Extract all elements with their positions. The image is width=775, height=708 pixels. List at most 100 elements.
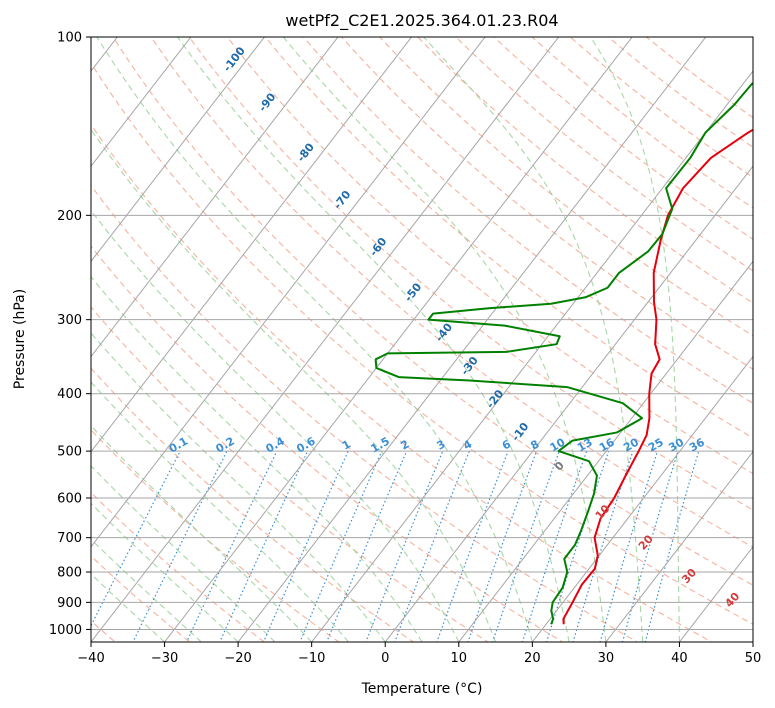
isotherm-line bbox=[384, 165, 753, 642]
x-tick-label: 30 bbox=[598, 651, 615, 666]
isotherm-line bbox=[91, 37, 560, 642]
mixing-ratio-label: 10 bbox=[548, 435, 568, 454]
x-tick-label: 0 bbox=[381, 651, 389, 666]
wetbulb-label: -70 bbox=[331, 188, 354, 212]
mixing-ratio-line bbox=[219, 450, 309, 642]
mixing-ratio-label: 0.6 bbox=[294, 434, 318, 455]
mixing-ratio-line bbox=[599, 450, 659, 642]
isotherm-line bbox=[91, 37, 413, 453]
x-tick-label: −20 bbox=[224, 651, 251, 666]
isobar-grid bbox=[91, 37, 753, 630]
y-tick-label: 600 bbox=[57, 492, 82, 507]
x-axis-label: Temperature (°C) bbox=[361, 681, 483, 697]
dry-adiabat-line bbox=[340, 37, 753, 370]
moist-adiabat-line bbox=[96, 37, 533, 642]
theta-e-label: 0 bbox=[552, 459, 567, 474]
mixing-ratio-label: 1.5 bbox=[368, 435, 391, 456]
moist-adiabat-line bbox=[423, 37, 644, 642]
wetbulb-label: -90 bbox=[256, 90, 279, 114]
y-tick-label: 1000 bbox=[49, 623, 82, 638]
dry-adiabat-line bbox=[91, 491, 266, 642]
x-tick-label: 50 bbox=[745, 651, 762, 666]
mixing-ratio-label: 30 bbox=[666, 435, 686, 454]
mixing-ratio-label: 25 bbox=[646, 436, 666, 455]
mixing-ratio-line bbox=[436, 450, 509, 642]
mixing-ratio-line bbox=[185, 450, 278, 642]
mixing-ratio-line bbox=[299, 450, 383, 642]
plot-frame bbox=[90, 36, 754, 643]
mixing-ratio-label: 8 bbox=[528, 438, 541, 453]
mixing-ratio-line bbox=[545, 450, 610, 642]
dry-adiabat-line bbox=[91, 429, 340, 642]
moist-adiabat-line bbox=[91, 209, 460, 642]
moist-adiabats bbox=[91, 37, 680, 642]
y-tick-label: 700 bbox=[57, 531, 82, 546]
moist-adiabat-line bbox=[91, 538, 202, 642]
dry-adiabat-line bbox=[150, 37, 753, 548]
dry-adiabats bbox=[91, 37, 753, 642]
dry-adiabat-line bbox=[91, 367, 415, 642]
mixing-ratio-label: 13 bbox=[575, 436, 595, 455]
dry-adiabat-line bbox=[302, 37, 753, 404]
dry-adiabat-line bbox=[607, 37, 753, 149]
theta-e-label: 30 bbox=[679, 566, 699, 586]
moist-adiabat-line bbox=[91, 465, 276, 642]
wetbulb-label: -20 bbox=[484, 387, 507, 411]
isotherm-line bbox=[91, 37, 266, 263]
dry-adiabat-line bbox=[493, 37, 753, 240]
x-tick-label: −10 bbox=[298, 651, 325, 666]
mixing-ratio-line bbox=[467, 450, 538, 642]
isotherm-line bbox=[605, 450, 753, 642]
dry-adiabat-line bbox=[188, 37, 753, 511]
dry-adiabat-line bbox=[91, 123, 713, 642]
isotherm-line bbox=[91, 37, 192, 168]
mixing-ratio-line bbox=[644, 450, 700, 642]
x-tick-label: 20 bbox=[524, 651, 541, 666]
dry-adiabat-line bbox=[91, 245, 564, 642]
y-tick-label: 200 bbox=[57, 209, 82, 224]
x-tick-label: −40 bbox=[77, 651, 104, 666]
x-tick-label: 40 bbox=[671, 651, 688, 666]
wetbulb-label: -80 bbox=[295, 140, 318, 164]
moist-adiabat-line bbox=[91, 276, 423, 642]
dry-adiabat-line bbox=[91, 306, 490, 642]
isotherm-line bbox=[0, 10, 65, 654]
isotherm-grid bbox=[0, 10, 753, 654]
mixing-ratio-label: 2 bbox=[398, 438, 411, 453]
moist-adiabat-line bbox=[589, 37, 680, 642]
dry-adiabat-line bbox=[264, 37, 753, 439]
mixing-ratio-label: 16 bbox=[597, 435, 617, 454]
moist-adiabat-line bbox=[282, 37, 607, 642]
dry-adiabat-line bbox=[91, 62, 753, 625]
theta-e-label: 20 bbox=[636, 532, 656, 552]
isotherm-line bbox=[752, 641, 753, 642]
chart-title: wetPf2_C2E1.2025.364.01.23.R04 bbox=[285, 11, 558, 31]
moist-adiabat-line bbox=[177, 37, 570, 642]
y-tick-label: 500 bbox=[57, 445, 82, 460]
mixing-ratio-label: 0.4 bbox=[263, 434, 287, 455]
isotherm-line bbox=[163, 37, 633, 642]
dry-adiabat-line bbox=[91, 184, 639, 642]
mixing-ratio-line bbox=[262, 450, 349, 642]
mixing-ratio-line bbox=[365, 450, 444, 642]
dry-adiabat-line bbox=[569, 37, 753, 179]
dewpoint-line bbox=[374, 82, 753, 625]
mixing-ratio-line bbox=[621, 450, 679, 642]
mixing-ratio-line bbox=[91, 450, 181, 628]
moist-adiabat-line bbox=[91, 128, 497, 642]
sounding-series bbox=[374, 82, 753, 625]
wetbulb-label: -50 bbox=[402, 280, 425, 304]
y-tick-label: 900 bbox=[57, 596, 82, 611]
wetbulb-label: -10 bbox=[509, 420, 532, 444]
wetbulb-label: -60 bbox=[367, 235, 390, 259]
mixing-ratio-label: 6 bbox=[500, 437, 513, 452]
moist-adiabat-line bbox=[91, 425, 313, 642]
y-tick-label: 300 bbox=[57, 313, 82, 328]
mixing-ratio-line bbox=[132, 450, 228, 642]
dry-adiabat-line bbox=[112, 37, 753, 586]
x-tick-label: 10 bbox=[451, 651, 468, 666]
moist-adiabat-line bbox=[91, 332, 386, 642]
mixing-ratio-label: 1 bbox=[340, 438, 353, 453]
temperature-line bbox=[562, 128, 753, 625]
